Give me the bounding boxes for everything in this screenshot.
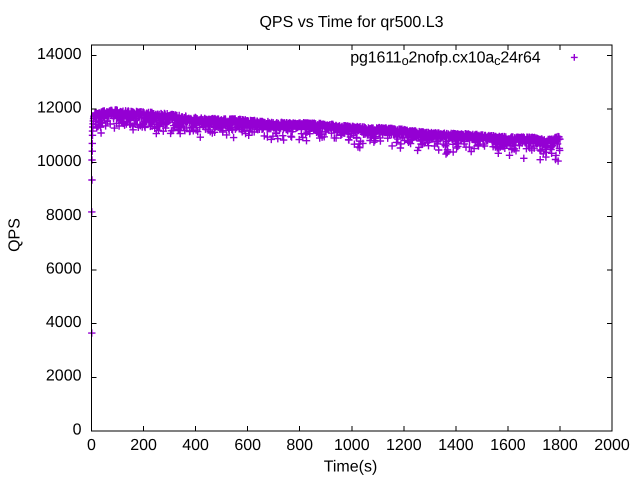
svg-text:4000: 4000: [46, 314, 82, 331]
svg-text:0: 0: [87, 437, 96, 454]
svg-text:0: 0: [73, 421, 82, 438]
svg-text:800: 800: [286, 437, 313, 454]
svg-text:8000: 8000: [46, 207, 82, 224]
svg-text:400: 400: [182, 437, 209, 454]
svg-text:10000: 10000: [37, 153, 82, 170]
svg-text:QPS: QPS: [7, 218, 24, 252]
svg-text:12000: 12000: [37, 100, 82, 117]
svg-text:1200: 1200: [386, 437, 422, 454]
svg-text:200: 200: [130, 437, 157, 454]
svg-text:QPS vs Time for qr500.L3: QPS vs Time for qr500.L3: [259, 14, 443, 31]
svg-text:2000: 2000: [46, 368, 82, 385]
svg-text:2000: 2000: [594, 437, 630, 454]
svg-text:1400: 1400: [438, 437, 474, 454]
svg-text:1000: 1000: [334, 437, 370, 454]
svg-text:14000: 14000: [37, 46, 82, 63]
svg-text:6000: 6000: [46, 260, 82, 277]
svg-text:1800: 1800: [542, 437, 578, 454]
svg-text:1600: 1600: [490, 437, 526, 454]
svg-text:pg1611o2nofp.cx10ac24r64: pg1611o2nofp.cx10ac24r64: [350, 49, 540, 68]
svg-text:600: 600: [234, 437, 261, 454]
svg-text:Time(s): Time(s): [324, 458, 378, 475]
